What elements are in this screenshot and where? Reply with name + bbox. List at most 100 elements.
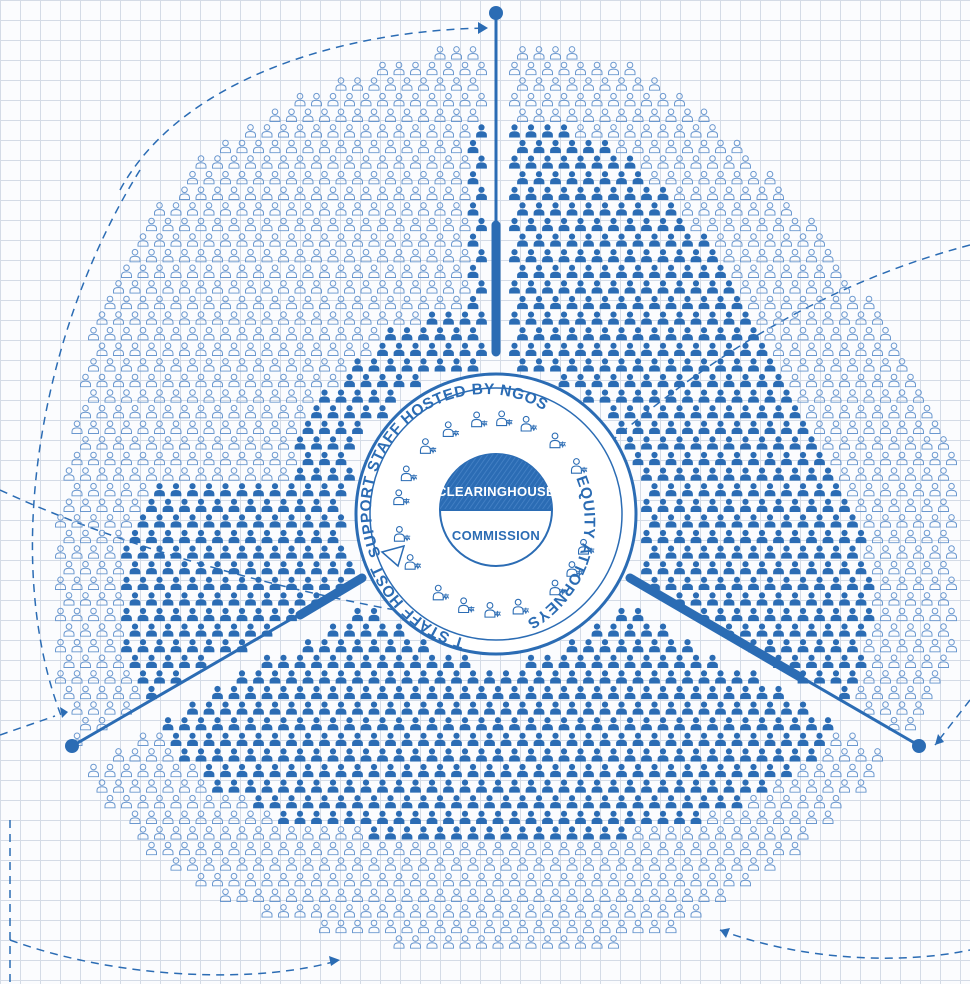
person-filled-icon [203, 732, 215, 746]
person-filled-icon [814, 514, 825, 528]
person-outline-icon [269, 264, 281, 278]
person-filled-icon [839, 498, 850, 512]
person-filled-icon [352, 607, 363, 622]
person-outline-icon [344, 124, 355, 138]
person-outline-icon [459, 124, 471, 138]
person-filled-icon [789, 498, 801, 512]
person-outline-icon [261, 155, 273, 169]
person-filled-icon [690, 280, 702, 294]
person-outline-icon [426, 186, 438, 200]
person-filled-icon [212, 748, 223, 762]
person-outline-icon [319, 919, 330, 934]
person-outline-icon [542, 935, 553, 949]
person-filled-icon [434, 327, 446, 341]
person-filled-icon [253, 795, 264, 809]
person-outline-icon [550, 77, 561, 91]
person-filled-icon [748, 701, 759, 715]
person-outline-icon [665, 919, 677, 934]
person-outline-icon [278, 342, 289, 356]
person-filled-icon [558, 373, 570, 388]
person-filled-icon [550, 358, 561, 372]
person-outline-icon [335, 202, 347, 216]
person-outline-icon [484, 888, 495, 902]
person-filled-icon [806, 561, 817, 575]
person-outline-icon [294, 841, 306, 856]
person-filled-icon [839, 623, 850, 637]
person-filled-icon [401, 826, 413, 840]
person-outline-icon [113, 373, 124, 388]
person-filled-icon [344, 748, 355, 762]
person-filled-icon [542, 810, 553, 824]
person-outline-icon [121, 295, 132, 310]
person-outline-icon [509, 61, 520, 76]
person-outline-icon [319, 233, 330, 247]
person-outline-icon [591, 841, 603, 856]
person-outline-icon [146, 342, 157, 356]
person-filled-icon [401, 732, 413, 746]
person-outline-icon [195, 155, 207, 169]
person-filled-icon [649, 264, 660, 278]
person-outline-icon [80, 685, 91, 700]
person-outline-icon [822, 280, 834, 294]
person-filled-icon [624, 717, 636, 731]
person-outline-icon [228, 217, 240, 232]
person-outline-icon [129, 685, 141, 700]
person-filled-icon [302, 576, 314, 590]
person-outline-icon [426, 124, 438, 138]
person-outline-icon [261, 841, 273, 856]
person-outline-icon [261, 872, 273, 887]
person-filled-icon [789, 436, 801, 450]
person-filled-icon [294, 685, 306, 700]
person-outline-icon [294, 248, 306, 263]
person-filled-icon [756, 342, 768, 356]
person-outline-icon [146, 217, 157, 232]
person-outline-icon [517, 919, 528, 934]
person-filled-icon [269, 795, 281, 809]
person-filled-icon [253, 732, 264, 746]
person-filled-icon [377, 405, 388, 419]
person-filled-icon [583, 327, 594, 341]
person-outline-icon [368, 919, 380, 934]
person-outline-icon [913, 670, 924, 684]
person-outline-icon [286, 139, 297, 154]
person-filled-icon [591, 311, 603, 325]
person-outline-icon [905, 716, 916, 731]
person-outline-icon [698, 202, 710, 216]
person-outline-icon [220, 826, 231, 840]
person-outline-icon [492, 935, 504, 949]
person-filled-icon [740, 373, 751, 388]
person-filled-icon [657, 280, 669, 294]
person-outline-icon [814, 295, 825, 310]
person-outline-icon [863, 482, 875, 497]
person-filled-icon [731, 732, 743, 746]
person-filled-icon [179, 623, 190, 637]
person-filled-icon [278, 717, 289, 731]
person-filled-icon [319, 576, 330, 590]
person-outline-icon [352, 233, 363, 247]
person-filled-icon [352, 701, 363, 715]
person-outline-icon [657, 872, 669, 887]
person-outline-icon [830, 763, 842, 778]
person-filled-icon [311, 779, 322, 793]
person-outline-icon [401, 888, 413, 902]
person-outline-icon [113, 623, 124, 637]
person-outline-icon [946, 451, 957, 466]
person-outline-icon [146, 436, 157, 450]
person-filled-icon [657, 405, 669, 419]
person-outline-icon [921, 498, 933, 512]
person-filled-icon [517, 795, 528, 809]
person-outline-icon [71, 451, 83, 466]
person-outline-icon [533, 857, 545, 871]
person-outline-icon [286, 826, 297, 840]
person-outline-icon [253, 888, 264, 902]
person-filled-icon [368, 358, 380, 372]
person-outline-icon [344, 217, 355, 232]
hub-label-clearinghouse: CLEARINGHOUSE [437, 484, 555, 499]
person-filled-icon [558, 654, 570, 668]
person-outline-icon [129, 342, 141, 356]
person-outline-icon [591, 92, 603, 107]
person-outline-icon [599, 857, 611, 871]
person-filled-icon [674, 311, 685, 325]
person-filled-icon [682, 389, 693, 403]
person-filled-icon [764, 420, 776, 434]
